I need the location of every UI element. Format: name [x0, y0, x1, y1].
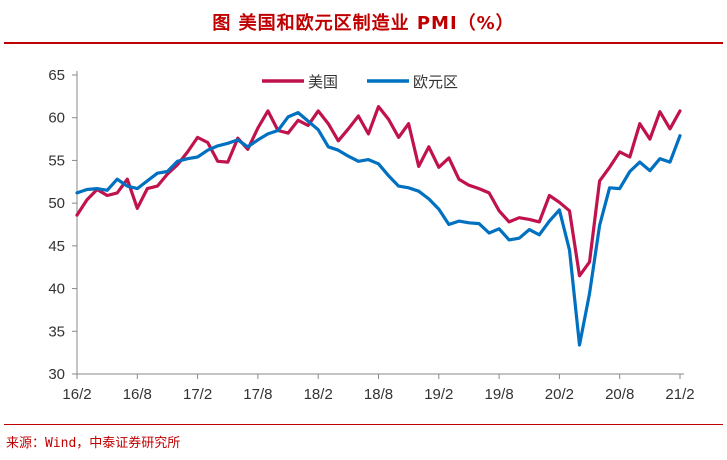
series-line-us	[75, 104, 682, 278]
x-tick-label: 19/8	[484, 386, 513, 403]
series-line-eurozone	[75, 110, 682, 347]
chart-title: 图 美国和欧元区制造业 PMI（%）	[212, 13, 515, 34]
y-tick-label: 65	[48, 67, 65, 84]
x-tick-label: 17/8	[243, 386, 272, 403]
title-bar: 图 美国和欧元区制造业 PMI（%）	[0, 0, 727, 44]
y-tick-label: 30	[48, 366, 65, 383]
x-tick-label: 16/8	[123, 386, 152, 403]
title-underline	[4, 42, 723, 44]
x-tick-label: 21/2	[665, 386, 694, 403]
y-tick-label: 60	[48, 110, 65, 127]
y-tick-label: 55	[48, 152, 65, 169]
legend-eurozone-label: 欧元区	[413, 73, 458, 91]
x-tick-label: 18/8	[364, 386, 393, 403]
source-note: 来源：Wind，中泰证券研究所	[6, 436, 181, 451]
pmi-line-chart: 30 35 40 45 50 55 60 65 16/2 16/8 17/2 17/8 18/2 18/8…	[48, 67, 694, 403]
x-tick-label: 17/2	[183, 386, 212, 403]
y-tick-label: 40	[48, 281, 65, 298]
legend-us-label: 美国	[308, 73, 338, 91]
x-tick-label: 19/2	[424, 386, 453, 403]
y-tick-label: 50	[48, 195, 65, 212]
x-tick-label: 20/8	[605, 386, 634, 403]
x-tick-label: 16/2	[62, 386, 91, 403]
x-tick-label: 18/2	[304, 386, 333, 403]
y-tick-label: 35	[48, 323, 65, 340]
footer-divider	[4, 424, 723, 425]
y-tick-label: 45	[48, 238, 65, 255]
x-tick-label: 20/2	[545, 386, 574, 403]
